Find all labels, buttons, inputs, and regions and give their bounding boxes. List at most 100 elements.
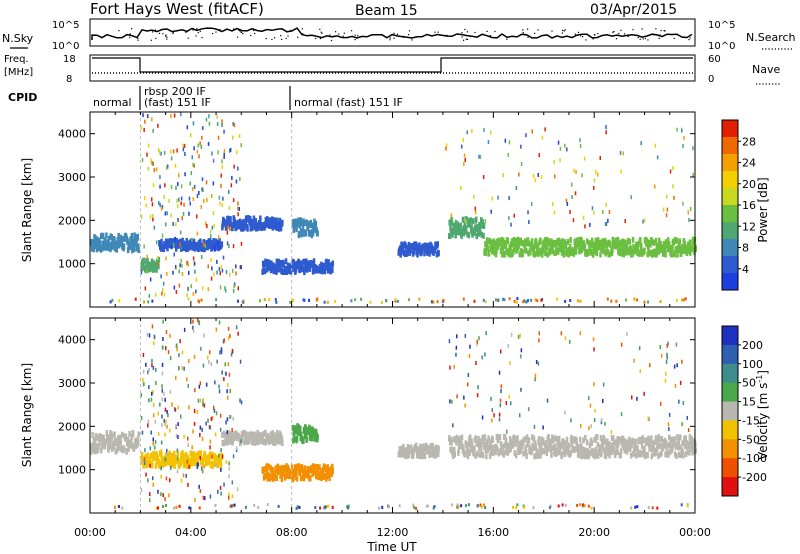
velocity-speckle <box>173 407 176 412</box>
power-band-8-cell <box>593 248 597 255</box>
velocity-speckle <box>211 416 214 420</box>
velocity-band-6-cell <box>649 444 653 451</box>
power-band-0-cell <box>97 245 101 251</box>
power-band-8-cell <box>607 251 610 258</box>
velocity-ground-dot <box>188 506 191 510</box>
velocity-band-6-cell <box>525 449 528 456</box>
velocity-band-3-cell <box>294 464 297 471</box>
velocity-speckle <box>157 489 159 494</box>
power-band-8-cell <box>649 241 652 248</box>
power-band-6-cell <box>423 250 426 257</box>
velocity-band-6-cell <box>642 437 645 444</box>
power-ground-dot <box>536 299 539 303</box>
velocity-speckle <box>161 371 164 376</box>
velocity-band-0-cell <box>100 434 103 441</box>
velocity-band-6-cell <box>635 452 638 459</box>
velocity-speckle <box>202 495 204 500</box>
velocity-band-2-cell <box>273 434 276 440</box>
velocity-band-5-cell <box>415 442 418 449</box>
power-speckle <box>149 277 152 282</box>
power-speckle <box>201 187 203 192</box>
power-ground-dot <box>237 299 239 303</box>
power-band-8-cell <box>620 247 623 254</box>
velocity-speckle <box>678 399 680 404</box>
velocity-speckle <box>668 427 670 432</box>
power-band-2-cell <box>174 239 177 246</box>
nsearch-dot <box>580 35 582 37</box>
velocity-speckle <box>199 425 202 430</box>
velocity-band-6-cell <box>584 434 587 441</box>
power-band-0-cell <box>136 233 139 240</box>
power-band-7-cell <box>461 216 465 223</box>
beam-title: Beam 15 <box>355 3 418 19</box>
velocity-band-4-cell <box>313 435 317 442</box>
velocity-speckle <box>520 354 522 359</box>
velocity-ground-dot <box>155 506 158 510</box>
velocity-band-6-cell <box>609 448 613 455</box>
velocity-speckle <box>203 403 206 408</box>
nsearch-dot <box>274 37 276 39</box>
velocity-band-1-cell <box>192 459 196 466</box>
power-speckle <box>221 119 223 124</box>
power-speckle <box>665 194 668 199</box>
velocity-band-3-cell <box>301 474 304 481</box>
power-speckle <box>192 291 195 296</box>
power-speckle <box>221 164 224 169</box>
velocity-band-5-cell <box>421 443 425 450</box>
power-band-0-cell <box>116 237 120 244</box>
velocity-band-2-cell <box>221 431 224 438</box>
velocity-speckle <box>207 355 209 360</box>
nsearch-dot <box>215 31 217 33</box>
power-speckle <box>186 125 189 130</box>
velocity-band-6-cell <box>492 450 495 457</box>
velocity-speckle <box>204 496 206 501</box>
velocity-band-6-cell <box>595 452 598 459</box>
power-speckle <box>223 149 226 154</box>
velocity-band-3-cell <box>321 466 325 473</box>
velocity-band-6-cell <box>585 439 589 446</box>
velocity-band-2-cell <box>222 440 225 447</box>
power-speckle <box>198 154 200 159</box>
nsearch-dot <box>612 31 614 33</box>
power-speckle <box>484 219 487 224</box>
power-speckle <box>202 188 204 192</box>
freq-tick-bottom: 8 <box>66 74 72 85</box>
velocity-band-6-cell <box>598 450 601 456</box>
power-speckle <box>227 225 229 230</box>
velocity-band-1-cell <box>184 451 188 458</box>
velocity-ground-dot <box>214 504 217 507</box>
power-band-3-cell <box>250 225 254 232</box>
velocity-band-6-cell <box>647 435 650 442</box>
velocity-speckle <box>192 328 195 333</box>
velocity-band-5-cell <box>404 453 407 460</box>
power-speckle <box>482 175 485 179</box>
velocity-colorbar-tick-label: 200 <box>742 339 763 352</box>
velocity-speckle <box>636 396 638 401</box>
velocity-band-6-cell <box>664 451 667 458</box>
power-band-7-cell <box>454 220 458 226</box>
nsearch-dot <box>297 36 299 38</box>
power-speckle <box>194 269 196 274</box>
velocity-band-6-cell <box>657 452 660 459</box>
velocity-band-6-cell <box>686 446 690 453</box>
power-band-8-cell <box>545 236 549 243</box>
velocity-speckle <box>169 428 171 433</box>
velocity-speckle <box>168 493 170 498</box>
freq-label-1: Freq. <box>4 54 29 65</box>
nsearch-dot <box>151 31 154 33</box>
power-band-8-cell <box>679 247 682 254</box>
velocity-speckle <box>660 353 663 358</box>
velocity-band-4-cell <box>310 435 313 442</box>
power-band-8-cell <box>611 236 615 243</box>
power-band-8-cell <box>623 247 626 254</box>
velocity-speckle <box>146 332 149 337</box>
velocity-ground-dot <box>232 504 235 507</box>
power-ground-dot <box>326 300 329 304</box>
power-band-2-cell <box>197 245 200 252</box>
velocity-band-6-cell <box>458 441 461 448</box>
velocity-band-4-cell <box>302 437 305 444</box>
velocity-band-6-cell <box>503 442 506 449</box>
power-speckle <box>692 146 694 151</box>
velocity-band-6-cell <box>558 449 562 456</box>
power-band-8-cell <box>652 239 656 246</box>
